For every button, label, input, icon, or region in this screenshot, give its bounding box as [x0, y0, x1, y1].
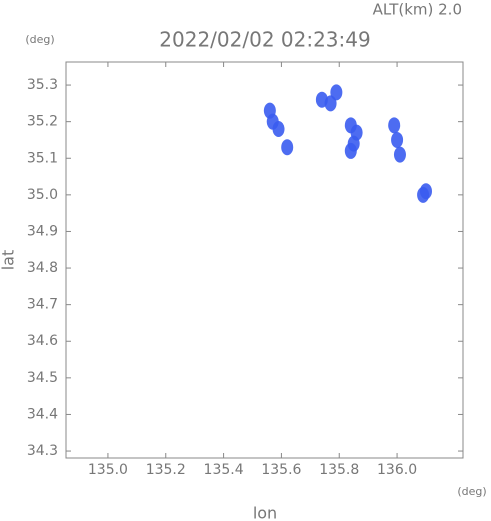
echo — [393, 146, 406, 163]
x-tick-label: 136.0 — [377, 462, 417, 478]
echo — [281, 139, 294, 156]
x-tick-label: 135.4 — [204, 462, 244, 478]
y-unit: (deg) — [25, 33, 54, 46]
y-tick-label: 34.8 — [27, 260, 58, 276]
echo — [272, 120, 285, 137]
echo — [391, 131, 404, 148]
y-tick-label: 34.9 — [27, 223, 58, 239]
x-axis-label: lon — [253, 504, 277, 521]
y-tick-label: 35.2 — [27, 114, 58, 130]
y-tick-label: 34.4 — [27, 406, 58, 422]
echo — [417, 186, 430, 203]
y-tick-label: 34.6 — [27, 333, 58, 349]
y-tick-label: 35.1 — [27, 150, 58, 166]
echo — [344, 142, 357, 159]
altitude-label: ALT(km) 2.0 — [373, 1, 462, 19]
plot-frame — [65, 61, 464, 459]
echo — [388, 117, 401, 134]
y-axis-label: lat — [0, 250, 18, 271]
chart-title: 2022/02/02 02:23:49 — [159, 28, 370, 52]
x-unit: (deg) — [457, 485, 486, 498]
y-tick-label: 35.0 — [27, 187, 58, 203]
y-tick-label: 35.3 — [27, 77, 58, 93]
x-tick-label: 135.8 — [319, 462, 359, 478]
echo — [330, 84, 343, 101]
y-tick-label: 34.3 — [27, 443, 58, 459]
x-tick-label: 135.2 — [146, 462, 186, 478]
y-tick-label: 34.5 — [27, 370, 58, 386]
x-tick-label: 135.0 — [88, 462, 128, 478]
x-tick-label: 135.6 — [261, 462, 301, 478]
y-tick-label: 34.7 — [27, 297, 58, 313]
